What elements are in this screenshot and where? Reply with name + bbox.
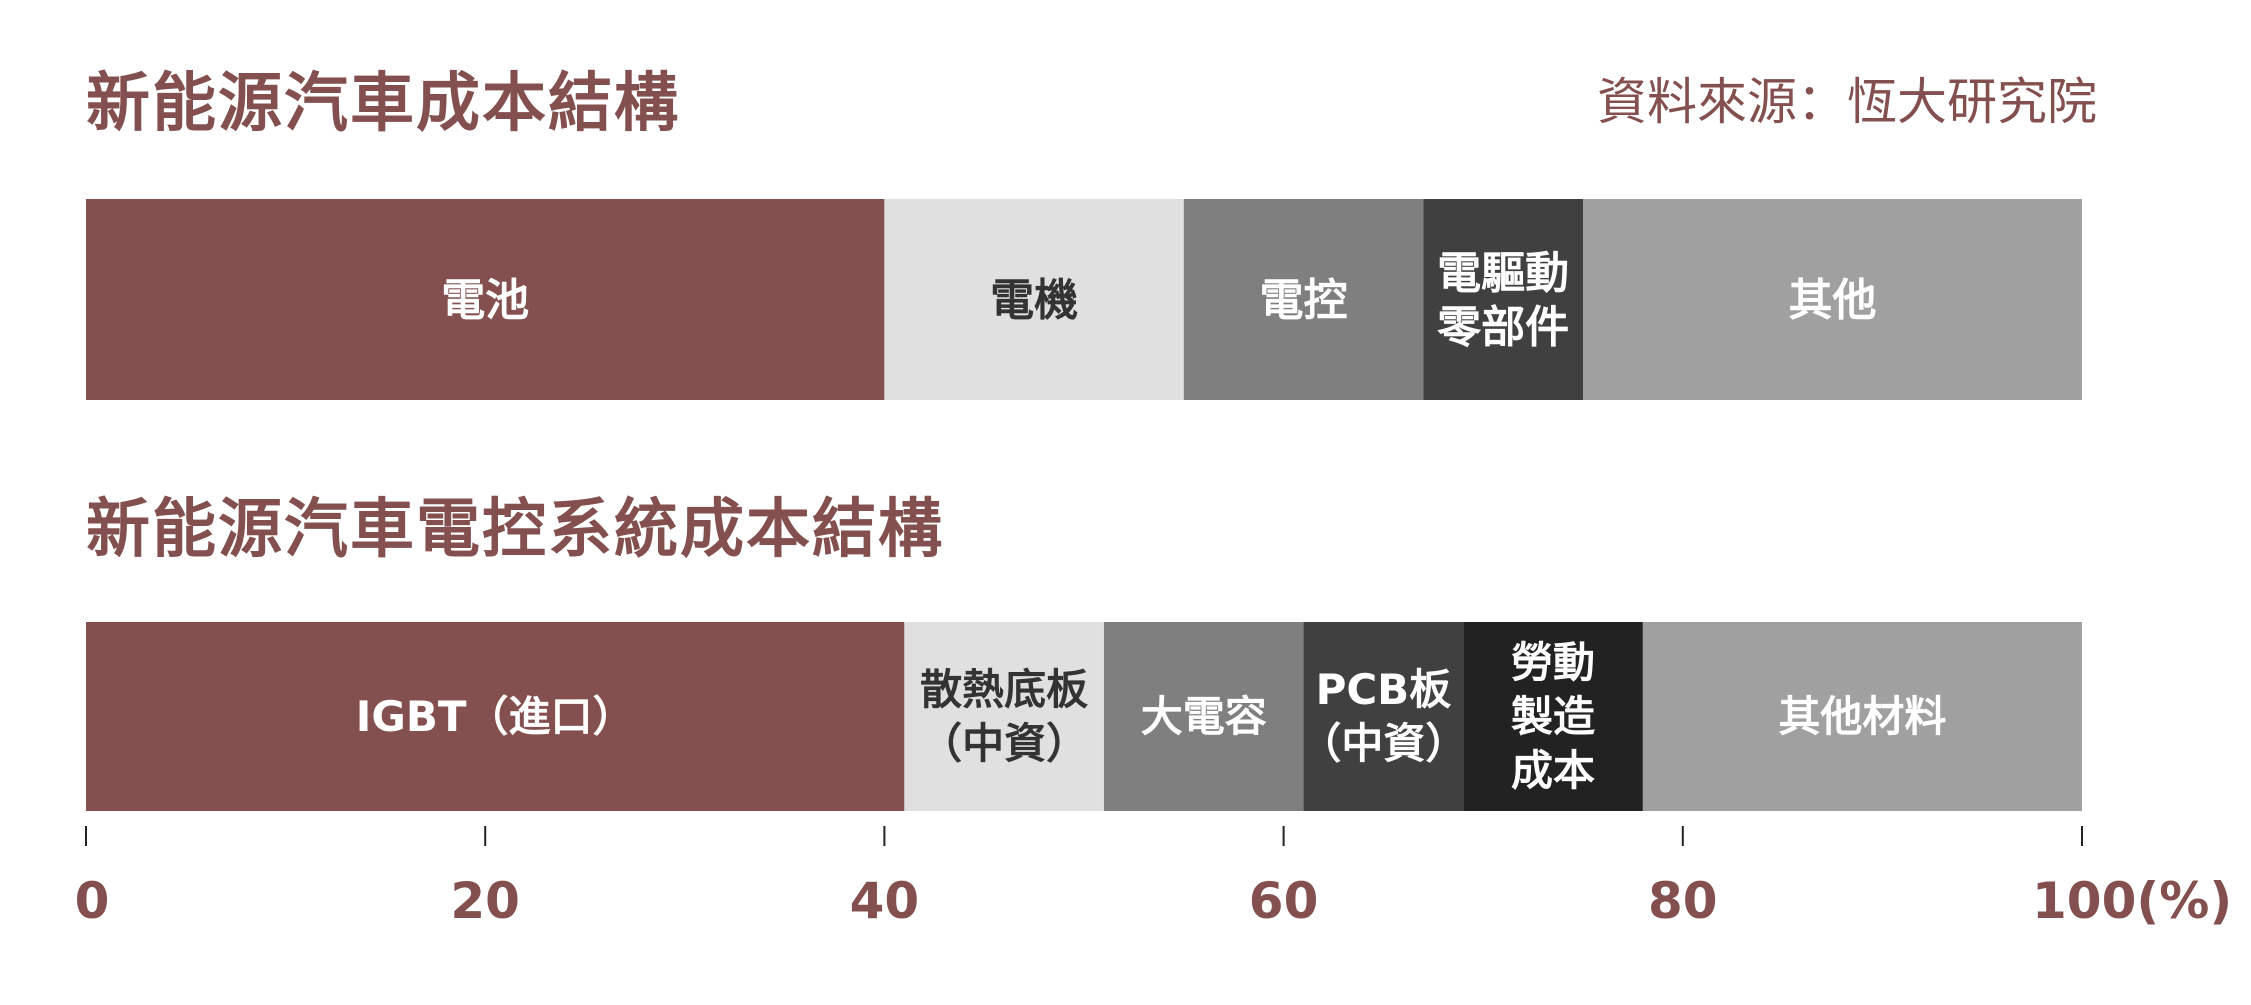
segment-label: 其他材料 xyxy=(1778,692,1946,741)
bar-segment xyxy=(1103,622,1304,811)
segment-label: 大電容 xyxy=(1141,692,1267,741)
segment-label: 散熱底板（中資） xyxy=(920,665,1088,768)
bar-segment xyxy=(1303,622,1464,811)
axis-tick-label: 100(%) xyxy=(2032,872,2232,930)
bar-segment xyxy=(1642,622,2082,811)
bar-segment xyxy=(1583,199,2082,400)
bar-segment xyxy=(86,199,885,400)
bar-segment xyxy=(1423,199,1583,400)
segment-label: 電池 xyxy=(441,275,529,326)
segment-label: 電驅動零部件 xyxy=(1437,248,1569,353)
chart-1-title: 新能源汽車成本結構 xyxy=(86,67,680,141)
axis-tick-label: 60 xyxy=(1249,872,1319,930)
bar-segment xyxy=(1463,622,1643,811)
segment-label: IGBT（進口） xyxy=(356,692,635,741)
bar-segment xyxy=(904,622,1104,811)
chart-2-title: 新能源汽車電控系統成本結構 xyxy=(86,493,944,567)
axis-tick-label: 0 xyxy=(75,872,110,930)
axis-tick-label: 40 xyxy=(850,872,920,930)
axis-tick-label: 20 xyxy=(450,872,520,930)
segment-label: 其他 xyxy=(1789,275,1877,326)
bar-segment xyxy=(86,622,905,811)
bar-segment xyxy=(884,199,1184,400)
axis-tick-label: 80 xyxy=(1648,872,1718,930)
segment-label: 電控 xyxy=(1260,275,1348,326)
segment-label: 勞動製造成本 xyxy=(1511,638,1595,795)
segment-label: 電機 xyxy=(990,275,1078,326)
segment-label: PCB板（中資） xyxy=(1299,665,1467,768)
bar-segment xyxy=(1183,199,1424,400)
source-note: 資料來源：恆大研究院 xyxy=(1597,73,2097,131)
